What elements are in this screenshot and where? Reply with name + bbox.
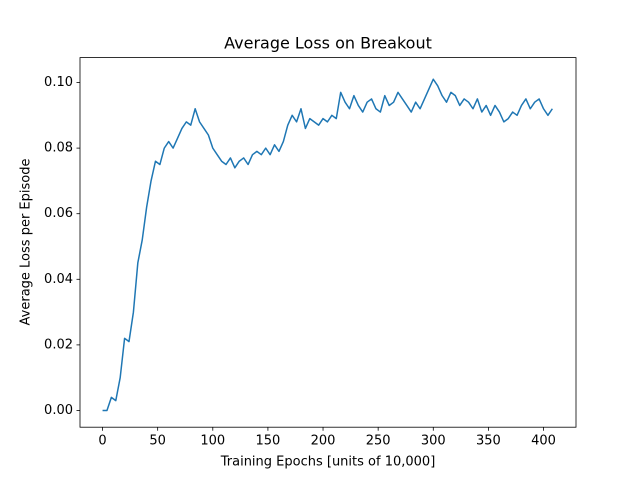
x-tick-label: 200 bbox=[311, 434, 336, 449]
x-tick-label: 0 bbox=[98, 434, 106, 449]
x-tick-label: 50 bbox=[149, 434, 166, 449]
y-tick-label: 0.00 bbox=[44, 403, 73, 418]
y-axis-label: Average Loss per Episode bbox=[19, 159, 34, 326]
y-tick-label: 0.02 bbox=[44, 337, 73, 352]
x-tick-label: 300 bbox=[421, 434, 446, 449]
y-tick-label: 0.10 bbox=[44, 75, 73, 90]
data-line bbox=[102, 78, 553, 412]
x-axis-label: Training Epochs [units of 10,000] bbox=[220, 455, 436, 470]
y-tick-label: 0.04 bbox=[44, 272, 73, 287]
y-tick-label: 0.06 bbox=[44, 206, 73, 221]
x-tick-label: 150 bbox=[256, 434, 281, 449]
x-tick-label: 250 bbox=[366, 434, 391, 449]
x-tick-label: 350 bbox=[476, 434, 501, 449]
y-tick-label: 0.08 bbox=[44, 141, 73, 156]
plot-frame bbox=[79, 57, 577, 428]
x-tick-label: 400 bbox=[531, 434, 556, 449]
chart-title: Average Loss on Breakout bbox=[224, 34, 432, 53]
x-tick-label: 100 bbox=[200, 434, 225, 449]
